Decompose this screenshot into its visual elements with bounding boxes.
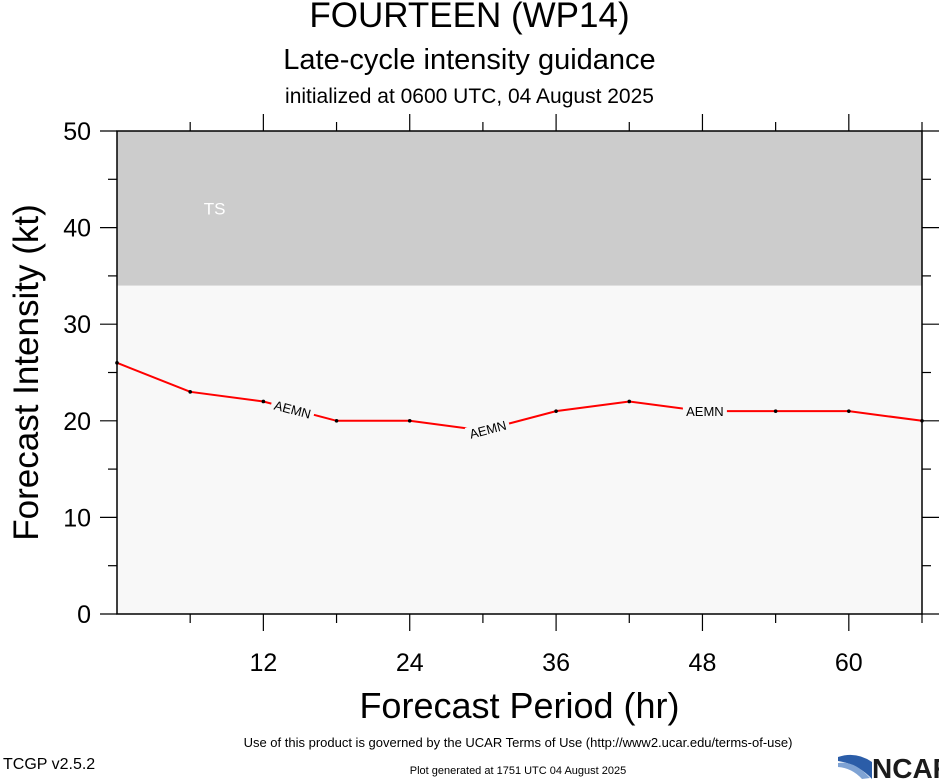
series-line — [116, 361, 923, 432]
ncar-logo-text: NCAR — [872, 753, 939, 780]
intensity-band — [117, 131, 922, 286]
terms-of-use-notice: Use of this product is governed by the U… — [243, 735, 793, 750]
y-tick-label: 0 — [77, 601, 91, 629]
band-label: TS — [204, 199, 226, 218]
series-point — [188, 390, 192, 394]
x-tick-label: 12 — [249, 649, 277, 677]
x-tick-label: 48 — [689, 649, 717, 677]
x-tick-label: 24 — [396, 649, 424, 677]
version-label: TCGP v2.5.2 — [3, 756, 96, 773]
series-label-halo — [269, 396, 316, 422]
plot-frame — [116, 130, 923, 615]
x-axis-label: Forecast Period (hr) — [359, 685, 679, 726]
chart-subtitle: Late-cycle intensity guidance — [283, 44, 656, 76]
x-tick-label: 60 — [835, 649, 863, 677]
series-point — [334, 419, 339, 423]
y-tick-label: 50 — [63, 118, 91, 146]
plot-generated-timestamp: Plot generated at 1751 UTC 04 August 202… — [409, 765, 627, 777]
x-tick-label: 36 — [542, 649, 570, 677]
intensity-bands-layer: TS — [117, 131, 922, 286]
series-point — [773, 409, 778, 413]
axis-ticks-layer: 0 10 20 30 40 50 12 24 36 48 60 — [63, 114, 939, 677]
ncar-logo: NCAR — [838, 753, 939, 780]
y-tick-label: 20 — [63, 408, 91, 436]
series-label-halo — [464, 416, 511, 442]
init-time-line: initialized at 0600 UTC, 04 August 2025 — [285, 85, 654, 108]
y-tick-label: 30 — [63, 311, 91, 339]
ncar-swoosh-icon — [838, 754, 872, 779]
series-point — [261, 399, 266, 404]
y-axis-label: Forecast Intensity (kt) — [7, 204, 46, 540]
y-tick-label: 10 — [63, 504, 91, 532]
series-label-halo — [682, 404, 727, 419]
axis-labels-layer: Forecast Period (hr) Forecast Intensity (… — [7, 204, 680, 726]
series-inline-label: AEMN — [686, 404, 724, 419]
series-point — [407, 419, 412, 423]
plot-frame-layer — [116, 130, 923, 615]
series-point — [627, 399, 632, 404]
y-tick-label: 40 — [63, 215, 91, 243]
chart-title: FOURTEEN (WP14) — [309, 0, 630, 35]
series-point — [554, 409, 558, 413]
series-point — [847, 409, 851, 413]
